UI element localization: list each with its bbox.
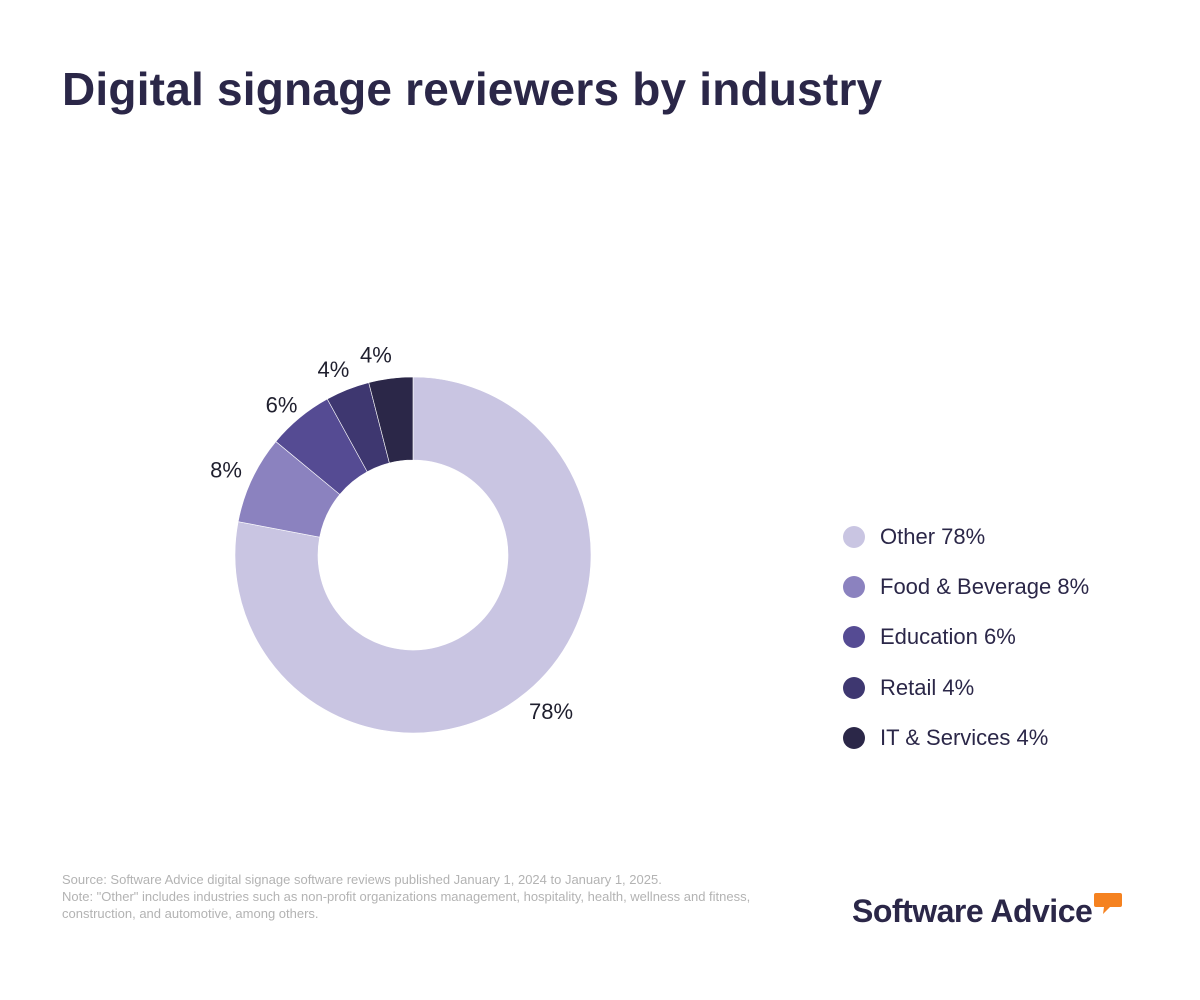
legend-item: IT & Services 4% [843, 713, 1089, 763]
legend-item: Education 6% [843, 612, 1089, 662]
legend-swatch [843, 726, 865, 749]
data-label-food-beverage: 8% [210, 458, 242, 483]
chart-legend: Other 78% Food & Beverage 8% Education 6% R… [843, 512, 1089, 763]
data-label-retail: 4% [317, 357, 349, 382]
legend-label: Other 78% [880, 524, 986, 550]
logo-text: Software Advice [852, 893, 1093, 929]
legend-label: Retail 4% [880, 674, 975, 700]
software-advice-logo: Software Advice [852, 892, 1123, 930]
other-note: Note: "Other" includes industries such a… [62, 889, 751, 921]
legend-label: IT & Services 4% [880, 724, 1049, 750]
legend-item: Other 78% [843, 512, 1089, 562]
data-label-it-services: 4% [360, 342, 392, 367]
slice-it-services [368, 376, 414, 464]
legend-swatch [843, 626, 865, 649]
source-note: Source: Software Advice digital signage … [62, 872, 662, 887]
speech-bubble-icon [1094, 893, 1123, 914]
legend-item: Retail 4% [843, 663, 1089, 713]
legend-swatch [843, 576, 865, 599]
data-label-education: 6% [266, 393, 298, 418]
legend-label: Education 6% [880, 624, 1016, 650]
chart-title: Digital signage reviewers by industry [62, 63, 883, 115]
legend-swatch [843, 526, 865, 549]
data-label-other: 78% [529, 699, 573, 724]
legend-swatch [843, 676, 865, 699]
legend-item: Food & Beverage 8% [843, 562, 1089, 612]
legend-label: Food & Beverage 8% [880, 574, 1090, 600]
footnote: Source: Software Advice digital signage … [62, 871, 822, 922]
slice-other [234, 376, 592, 734]
